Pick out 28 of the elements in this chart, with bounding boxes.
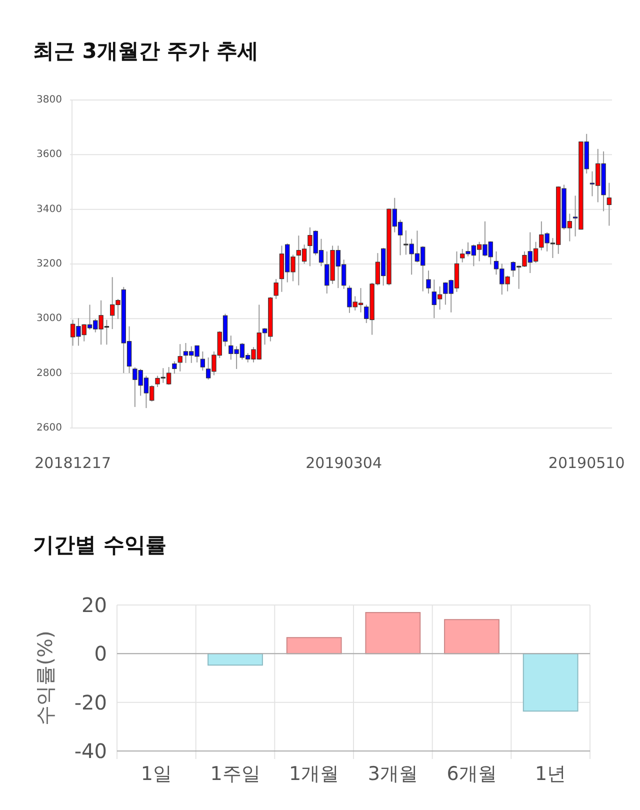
chart-title: 기간별 수익률 — [33, 533, 166, 557]
y-tick-label: 2800 — [36, 368, 62, 379]
bar — [208, 653, 263, 666]
y-tick-label: 3600 — [36, 149, 62, 160]
bar — [286, 637, 342, 654]
y-tick-label: 20 — [82, 593, 107, 617]
x-tick-label: 3개월 — [368, 763, 418, 785]
x-tick-label: 1주일 — [210, 763, 260, 785]
y-tick-label: -40 — [74, 739, 107, 763]
y-tick-label: 3400 — [36, 204, 62, 215]
x-tick-label: 6개월 — [446, 763, 497, 785]
y-tick-label: 0 — [94, 642, 107, 666]
y-tick-label: 2600 — [36, 422, 62, 434]
bar — [365, 612, 421, 654]
bar — [522, 653, 578, 712]
chart-title: 최근 3개월간 주가 추세 — [33, 39, 259, 63]
y-tick-label: -20 — [74, 690, 107, 714]
x-tick-label: 20190304 — [306, 454, 382, 472]
x-tick-label: 1일 — [140, 763, 172, 785]
bar — [444, 619, 500, 654]
x-tick-label: 20190510 — [548, 454, 625, 472]
x-tick-label: 20181217 — [34, 454, 112, 472]
y-tick-label: 3200 — [36, 258, 62, 270]
x-tick-label: 1년 — [535, 763, 566, 785]
y-axis-title: 수익률(%) — [33, 630, 57, 726]
x-tick-label: 1개월 — [289, 763, 340, 785]
y-tick-label: 3000 — [36, 313, 62, 324]
y-tick-label: 3800 — [36, 94, 62, 106]
